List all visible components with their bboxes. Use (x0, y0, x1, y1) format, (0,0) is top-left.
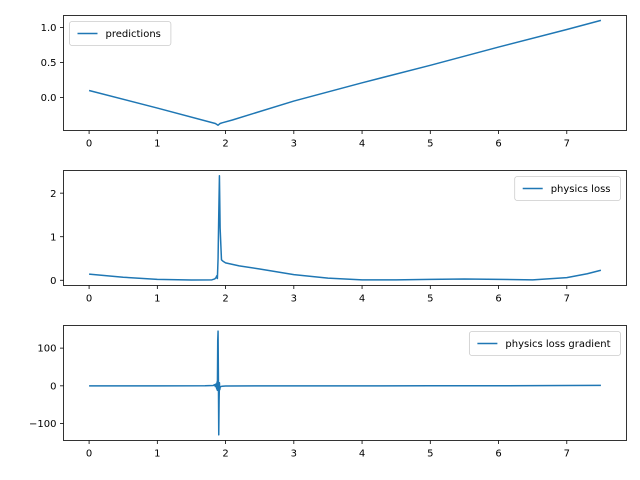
series-line (89, 330, 601, 436)
x-tick-label: 7 (564, 449, 570, 460)
subplot-predictions: 0 1 2 3 4 5 6 7 0.0 0.5 1.0 predictions (41, 15, 627, 150)
x-tick-label: 0 (86, 294, 92, 305)
series-lines (89, 330, 601, 436)
axes-frame (63, 325, 627, 441)
x-tick-label: 3 (291, 139, 297, 150)
subplot-physics-loss-gradient: 0 1 2 3 4 5 6 7 −100 0 100 physics loss gradient (29, 325, 627, 460)
legend: physics loss (514, 176, 621, 201)
y-ticks: −100 0 100 (29, 344, 64, 430)
x-tick-label: 3 (291, 294, 297, 305)
x-tick-label: 2 (222, 449, 228, 460)
x-ticks: 0 1 2 3 4 5 6 7 (86, 440, 570, 460)
x-tick-label: 0 (86, 139, 92, 150)
series-line (89, 174, 602, 281)
axes-frame (63, 170, 627, 286)
y-tick-label: 1 (50, 232, 56, 243)
y-ticks: 0 1 2 (50, 189, 64, 287)
x-tick-label: 1 (154, 449, 160, 460)
x-tick-label: 5 (427, 139, 433, 150)
series-line (88, 19, 602, 126)
axes-border (63, 170, 627, 286)
axes-border (63, 15, 627, 131)
legend-box (468, 331, 621, 356)
legend: physics loss gradient (468, 331, 621, 356)
x-tick-label: 4 (359, 294, 365, 305)
legend-box (69, 21, 172, 46)
y-tick-label: −100 (29, 419, 56, 430)
x-tick-label: 6 (495, 449, 501, 460)
legend-label: physics loss (551, 184, 611, 195)
y-ticks: 0.0 0.5 1.0 (41, 23, 64, 104)
axes-border (63, 325, 627, 441)
legend-label: predictions (106, 29, 161, 40)
legend-box (514, 176, 621, 201)
x-tick-label: 2 (222, 294, 228, 305)
y-tick-label: 100 (37, 344, 56, 355)
x-tick-label: 4 (359, 449, 365, 460)
x-tick-label: 0 (86, 449, 92, 460)
x-tick-label: 7 (564, 139, 570, 150)
legend-label: physics loss gradient (505, 339, 610, 350)
y-tick-label: 2 (50, 189, 56, 200)
x-tick-label: 1 (154, 294, 160, 305)
x-tick-label: 3 (291, 449, 297, 460)
x-tick-label: 7 (564, 294, 570, 305)
y-tick-label: 0.5 (41, 58, 57, 69)
series-lines (88, 19, 602, 126)
x-ticks: 0 1 2 3 4 5 6 7 (86, 285, 570, 305)
series-lines (89, 174, 602, 281)
x-tick-label: 2 (222, 139, 228, 150)
legend: predictions (69, 21, 172, 46)
x-tick-label: 4 (359, 139, 365, 150)
x-tick-label: 1 (154, 139, 160, 150)
axes-frame (63, 15, 627, 131)
y-tick-label: 0 (50, 276, 56, 287)
subplot-physics-loss: 0 1 2 3 4 5 6 7 0 1 2 physics loss (50, 170, 627, 305)
x-ticks: 0 1 2 3 4 5 6 7 (86, 130, 570, 150)
y-tick-label: 0.0 (41, 93, 57, 104)
x-tick-label: 6 (495, 294, 501, 305)
y-tick-label: 1.0 (41, 23, 57, 34)
x-tick-label: 5 (427, 449, 433, 460)
x-tick-label: 5 (427, 294, 433, 305)
y-tick-label: 0 (50, 381, 56, 392)
x-tick-label: 6 (495, 139, 501, 150)
